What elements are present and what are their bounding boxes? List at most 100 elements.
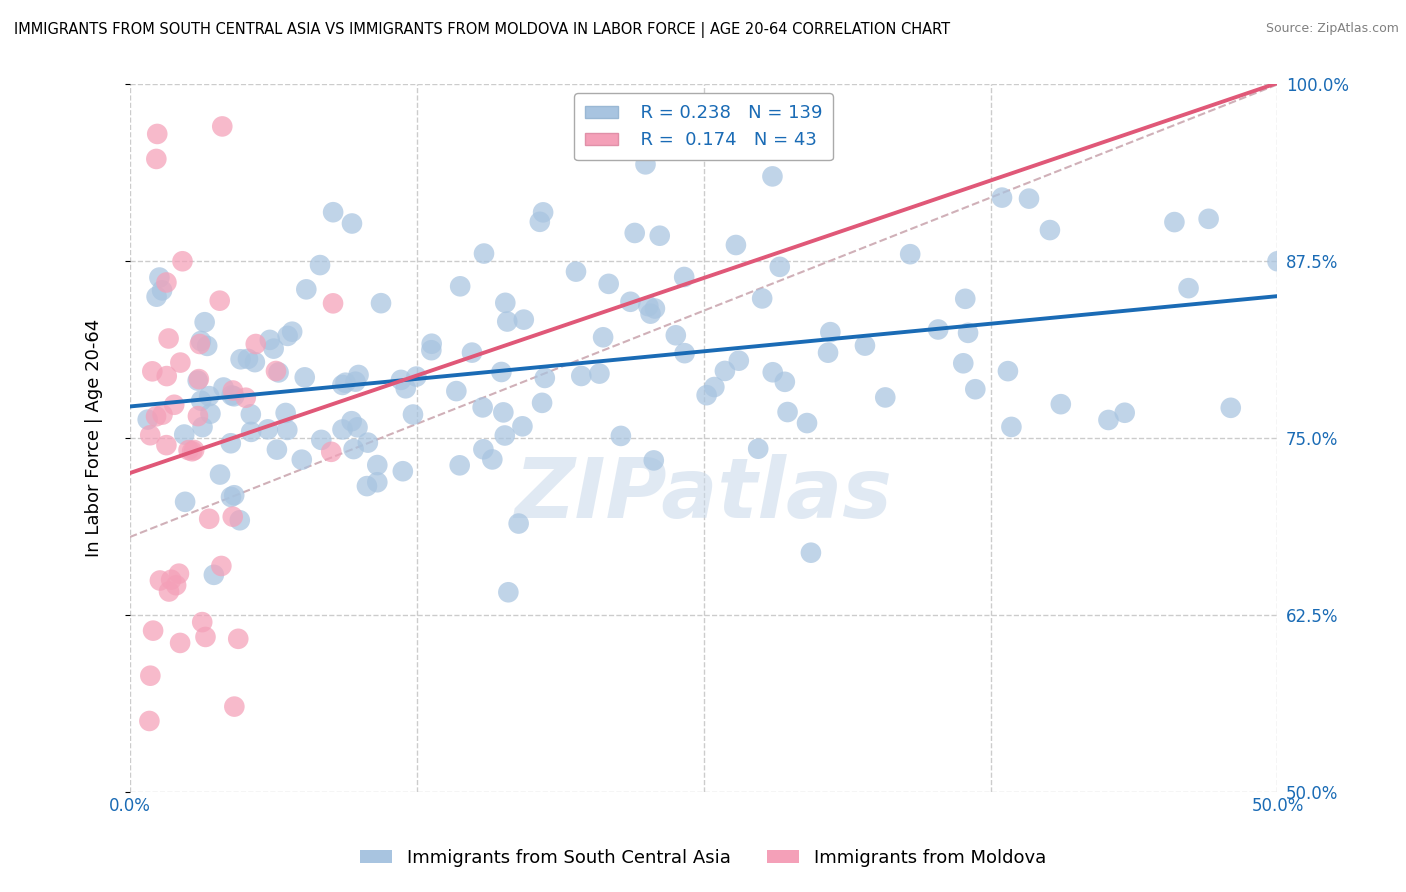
Point bbox=[420, 343, 443, 358]
Point bbox=[492, 405, 515, 419]
Point bbox=[875, 391, 897, 405]
Point bbox=[240, 425, 263, 439]
Point bbox=[208, 293, 231, 308]
Point bbox=[420, 336, 443, 351]
Point bbox=[344, 375, 367, 389]
Point bbox=[194, 630, 217, 644]
Point bbox=[165, 578, 187, 592]
Point bbox=[498, 585, 520, 599]
Point bbox=[533, 371, 555, 385]
Point bbox=[257, 422, 280, 436]
Point bbox=[346, 420, 368, 434]
Point bbox=[181, 444, 204, 458]
Point bbox=[150, 284, 173, 298]
Point bbox=[167, 566, 190, 581]
Point bbox=[817, 345, 839, 359]
Point bbox=[761, 169, 783, 184]
Point bbox=[927, 322, 949, 336]
Point bbox=[243, 355, 266, 369]
Point bbox=[481, 452, 503, 467]
Point bbox=[266, 442, 288, 457]
Point bbox=[751, 292, 773, 306]
Point bbox=[747, 442, 769, 456]
Point bbox=[449, 458, 471, 473]
Point bbox=[202, 567, 225, 582]
Point bbox=[724, 238, 747, 252]
Point bbox=[531, 205, 554, 219]
Point bbox=[491, 365, 513, 379]
Point bbox=[820, 325, 842, 339]
Point bbox=[1097, 413, 1119, 427]
Point bbox=[221, 388, 243, 402]
Point bbox=[496, 314, 519, 328]
Point bbox=[997, 364, 1019, 378]
Point bbox=[224, 488, 246, 502]
Point bbox=[696, 388, 718, 402]
Point bbox=[347, 368, 370, 382]
Point bbox=[139, 428, 162, 442]
Point bbox=[291, 452, 314, 467]
Point bbox=[219, 436, 242, 450]
Point bbox=[141, 364, 163, 378]
Point bbox=[461, 345, 484, 359]
Point bbox=[955, 292, 977, 306]
Point bbox=[263, 342, 285, 356]
Point bbox=[294, 370, 316, 384]
Point bbox=[714, 364, 737, 378]
Point bbox=[139, 669, 162, 683]
Point bbox=[449, 279, 471, 293]
Point bbox=[148, 270, 170, 285]
Point bbox=[776, 405, 799, 419]
Point bbox=[311, 433, 333, 447]
Point bbox=[565, 265, 588, 279]
Point bbox=[610, 429, 633, 443]
Point bbox=[219, 490, 242, 504]
Point bbox=[898, 247, 921, 261]
Point bbox=[209, 558, 232, 573]
Point bbox=[236, 351, 259, 366]
Point bbox=[1198, 211, 1220, 226]
Point bbox=[1018, 192, 1040, 206]
Point bbox=[965, 382, 987, 396]
Point bbox=[569, 368, 592, 383]
Point bbox=[395, 381, 418, 395]
Point bbox=[402, 408, 425, 422]
Point bbox=[634, 157, 657, 171]
Point bbox=[335, 376, 357, 390]
Point bbox=[187, 409, 209, 423]
Point bbox=[1039, 223, 1062, 237]
Point bbox=[623, 226, 645, 240]
Point bbox=[212, 380, 235, 394]
Point bbox=[643, 453, 665, 467]
Point bbox=[187, 372, 209, 386]
Point bbox=[322, 296, 344, 310]
Point bbox=[183, 443, 205, 458]
Point bbox=[637, 299, 659, 313]
Point bbox=[259, 333, 281, 347]
Point bbox=[239, 407, 262, 421]
Point bbox=[322, 205, 344, 219]
Point bbox=[229, 513, 252, 527]
Point bbox=[264, 364, 287, 378]
Point bbox=[136, 412, 159, 426]
Point bbox=[177, 443, 200, 458]
Point bbox=[145, 409, 167, 424]
Point bbox=[174, 495, 197, 509]
Point bbox=[1163, 215, 1185, 229]
Point bbox=[222, 509, 245, 524]
Point bbox=[472, 442, 495, 457]
Point bbox=[644, 301, 666, 316]
Point bbox=[152, 408, 174, 422]
Point bbox=[1219, 401, 1241, 415]
Point bbox=[190, 393, 212, 408]
Point bbox=[169, 636, 191, 650]
Point bbox=[1114, 406, 1136, 420]
Point bbox=[471, 401, 494, 415]
Point bbox=[235, 391, 257, 405]
Point bbox=[727, 353, 749, 368]
Point bbox=[340, 414, 363, 428]
Point bbox=[640, 307, 662, 321]
Point bbox=[357, 435, 380, 450]
Point bbox=[169, 355, 191, 369]
Point bbox=[366, 475, 388, 490]
